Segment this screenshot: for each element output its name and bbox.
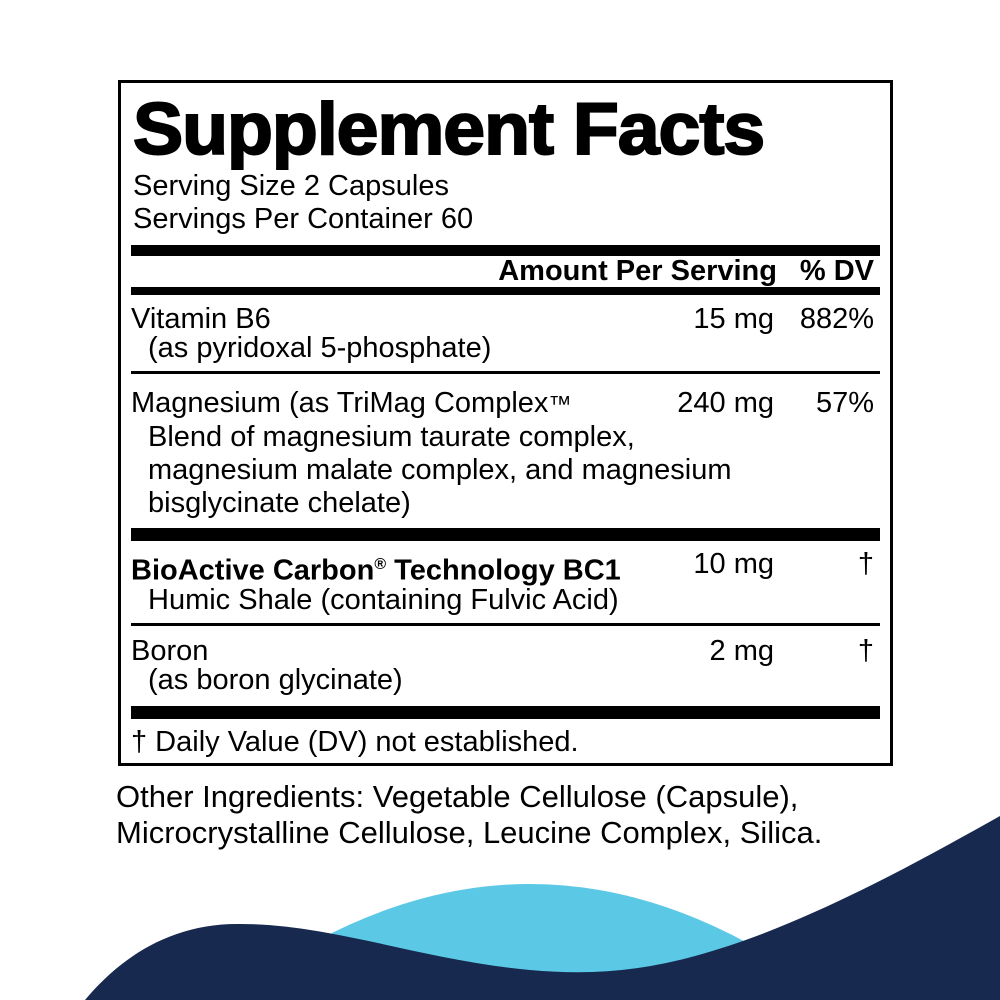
other-ingredients: Other Ingredients: Vegetable Cellulose (… (116, 779, 926, 851)
nutrient-subtext: (as pyridoxal 5-phosphate) (148, 332, 492, 364)
nutrient-name: BioActive Carbon® Technology BC1 (131, 554, 621, 587)
table-header-row: Amount Per Serving % DV (131, 256, 880, 287)
divider-thick-1 (131, 528, 880, 541)
servings-per-container-line: Servings Per Container 60 (133, 203, 474, 235)
trademark-symbol: ™ (548, 391, 572, 417)
other-ingredients-line: Other Ingredients: Vegetable Cellulose (… (116, 779, 799, 814)
nutrient-row-boron: Boron (as boron glycinate) 2 mg † (131, 634, 880, 696)
nutrient-subtext: Blend of magnesium taurate complex, (148, 421, 635, 453)
divider-thick-2 (131, 705, 880, 719)
amount-per-serving-header: Amount Per Serving (498, 255, 777, 287)
decorative-waves (85, 816, 1000, 1000)
daily-value-footnote: † Daily Value (DV) not established. (131, 725, 579, 758)
nutrient-dv: 882% (799, 303, 874, 335)
nutrient-subtext: (as boron glycinate) (148, 663, 403, 696)
supplement-facts-panel: Supplement Facts Serving Size 2 Capsules… (118, 80, 893, 766)
nutrient-amount: 2 mg (709, 634, 774, 667)
nutrient-row-magnesium: Magnesium (as TriMag Complex™ Blend of m… (131, 387, 880, 520)
nutrient-name: Boron (131, 634, 209, 667)
nutrient-dv: † (857, 634, 874, 667)
nutrient-row-bioactive-carbon: BioActive Carbon® Technology BC1 Humic S… (131, 550, 880, 615)
registered-symbol: ® (374, 556, 387, 573)
nutrient-dv: † (857, 548, 874, 580)
divider-under-header (131, 287, 880, 295)
nutrient-amount: 10 mg (693, 548, 774, 580)
nutrient-subtext: magnesium malate complex, and magnesium (148, 454, 732, 486)
percent-dv-header: % DV (799, 255, 874, 287)
nutrient-subtext: Humic Shale (containing Fulvic Acid) (148, 583, 619, 616)
nutrient-row-vitamin-b6: Vitamin B6 (as pyridoxal 5-phosphate) 15… (131, 305, 880, 363)
panel-title: Supplement Facts (132, 89, 766, 170)
nutrient-name: Vitamin B6 (131, 303, 271, 335)
divider-heavy-top (131, 245, 880, 256)
navy-wave-shape (85, 816, 1000, 1000)
divider-thin-2 (131, 622, 880, 626)
nutrient-amount: 240 mg (677, 387, 774, 419)
nutrient-amount: 15 mg (693, 303, 774, 335)
other-ingredients-line: Microcrystalline Cellulose, Leucine Comp… (116, 815, 823, 850)
divider-thin-1 (131, 371, 880, 374)
nutrient-dv: 57% (815, 387, 874, 419)
nutrient-name: Magnesium (as TriMag Complex™ (131, 387, 572, 419)
serving-size-line: Serving Size 2 Capsules (133, 170, 449, 202)
nutrient-subtext: bisglycinate chelate) (148, 487, 411, 519)
